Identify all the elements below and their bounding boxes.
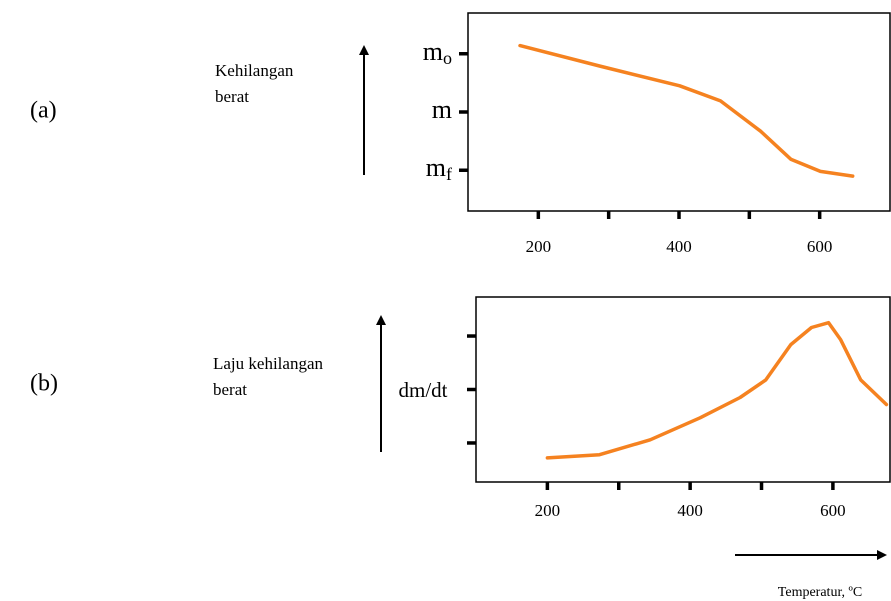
y-tick-label: m — [432, 95, 452, 124]
plot-frame — [476, 297, 890, 482]
x-tick-label: 400 — [677, 501, 703, 520]
x-tick-label: 600 — [807, 237, 833, 256]
y-tick-label: mf — [426, 153, 452, 184]
panel-label: (a) — [30, 98, 57, 124]
y-label: Kehilangan — [215, 61, 294, 80]
y-label: berat — [213, 380, 247, 399]
x-tick-label: 200 — [526, 237, 552, 256]
x-label: Temperatur, ºC — [778, 585, 862, 600]
y-axis-label: dm/dt — [398, 378, 447, 402]
y-tick-label: mo — [423, 37, 452, 68]
plot-frame — [468, 13, 890, 211]
x-tick-label: 400 — [666, 237, 692, 256]
y-label: Laju kehilangan — [213, 354, 323, 373]
data-line — [547, 323, 886, 458]
x-tick-label: 200 — [535, 501, 561, 520]
data-line — [520, 46, 853, 177]
x-tick-label: 600 — [820, 501, 846, 520]
y-label: berat — [215, 87, 249, 106]
panel-label: (b) — [30, 371, 58, 397]
figure: (a) Kehilangan berat 200 400 600 mo m mf (b) Laju … — [0, 0, 891, 601]
